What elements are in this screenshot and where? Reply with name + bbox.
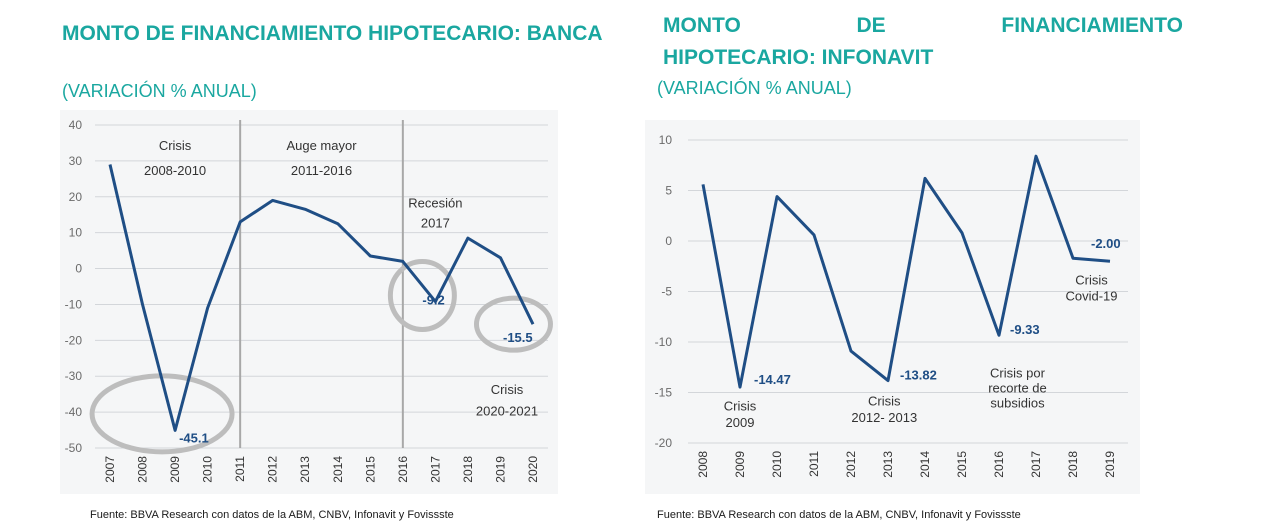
annotation-text: 2008-2010 — [144, 163, 206, 178]
data-label: -45.1 — [179, 430, 209, 445]
y-tick-label: 40 — [69, 118, 83, 132]
data-label: -2.00 — [1091, 236, 1121, 251]
x-tick-label: 2020 — [526, 456, 540, 483]
annotation-text: 2012- 2013 — [851, 410, 917, 425]
left-chart-source: Fuente: BBVA Research con datos de la AB… — [90, 509, 454, 521]
x-tick-label: 2018 — [461, 456, 475, 483]
y-tick-label: -10 — [655, 335, 673, 349]
annotation-text: 2011-2016 — [291, 163, 352, 178]
data-label: -13.82 — [900, 368, 937, 383]
right-chart-subtitle: (VARIACIÓN % ANUAL) — [657, 78, 852, 98]
y-tick-label: 20 — [69, 190, 83, 204]
annotation-text: 2009 — [726, 415, 755, 430]
left-chart-title: MONTO DE FINANCIAMIENTO HIPOTECARIO: BAN… — [62, 22, 603, 45]
data-label: -15.5 — [503, 330, 533, 345]
y-tick-label: 10 — [659, 133, 673, 147]
x-tick-label: 2008 — [136, 456, 150, 483]
highlight-circle — [387, 258, 457, 332]
annotation-text: Crisis — [868, 394, 901, 409]
y-tick-label: 30 — [69, 154, 83, 168]
x-tick-label: 2012 — [844, 451, 858, 478]
y-tick-label: 0 — [75, 262, 82, 276]
right-title-word: FINANCIAMIENTO — [1001, 14, 1183, 37]
y-tick-label: -50 — [65, 441, 83, 455]
annotation-text: 2020-2021 — [476, 404, 538, 419]
y-tick-label: -10 — [65, 297, 83, 311]
x-tick-label: 2019 — [1103, 451, 1117, 478]
x-tick-label: 2016 — [396, 456, 410, 483]
annotation-text: Crisis — [1075, 272, 1108, 287]
data-label: -9.2 — [422, 293, 444, 308]
y-tick-label: 0 — [665, 234, 672, 248]
data-label: -14.47 — [754, 372, 791, 387]
x-tick-label: 2019 — [493, 456, 507, 483]
x-tick-label: 2011 — [233, 456, 247, 482]
annotation-text: Crisis — [491, 382, 524, 397]
y-tick-label: -30 — [65, 369, 83, 383]
x-tick-label: 2018 — [1066, 451, 1080, 478]
annotation-text: Recesión — [408, 196, 462, 211]
right-chart-source: Fuente: BBVA Research con datos de la AB… — [657, 509, 1021, 521]
annotation-text: Crisis — [159, 138, 192, 153]
x-tick-label: 2010 — [770, 451, 784, 478]
right-title-word: MONTO — [663, 14, 741, 37]
annotation-text: subsidios — [990, 396, 1045, 411]
highlight-circle — [473, 295, 553, 353]
right-chart-panel — [645, 120, 1140, 494]
x-tick-label: 2013 — [298, 456, 312, 483]
x-tick-label: 2007 — [103, 456, 117, 483]
annotation-text: 2017 — [421, 215, 450, 230]
y-tick-label: -20 — [655, 436, 673, 450]
annotation-text: Covid-19 — [1065, 289, 1117, 304]
series-line — [701, 154, 1111, 389]
x-tick-label: 2017 — [1029, 451, 1043, 478]
x-tick-label: 2008 — [696, 451, 710, 478]
x-tick-label: 2017 — [428, 456, 442, 483]
annotation-text: Crisis por — [990, 365, 1046, 380]
right-chart-title-line1: MONTO DE FINANCIAMIENTO — [663, 12, 1183, 39]
data-label: -9.33 — [1010, 322, 1040, 337]
annotation-text: Crisis — [724, 399, 757, 414]
y-tick-label: -15 — [655, 386, 673, 400]
x-tick-label: 2014 — [918, 451, 932, 478]
annotation-text: Auge mayor — [286, 138, 357, 153]
x-tick-label: 2015 — [955, 451, 969, 478]
x-tick-label: 2016 — [992, 451, 1006, 478]
y-tick-label: -40 — [65, 405, 83, 419]
y-tick-label: 10 — [69, 226, 83, 240]
x-tick-label: 2014 — [331, 456, 345, 483]
right-title-word: DE — [856, 14, 886, 37]
y-tick-label: -20 — [65, 333, 83, 347]
x-tick-label: 2010 — [201, 456, 215, 483]
annotation-text: recorte de — [988, 381, 1047, 396]
x-tick-label: 2009 — [168, 456, 182, 483]
x-tick-label: 2015 — [363, 456, 377, 483]
series-line — [108, 164, 535, 432]
x-tick-label: 2013 — [881, 451, 895, 478]
y-tick-label: 5 — [665, 184, 672, 198]
x-tick-label: 2012 — [266, 456, 280, 483]
x-tick-label: 2011 — [807, 451, 821, 477]
x-tick-label: 2009 — [733, 451, 747, 478]
y-tick-label: -5 — [661, 285, 672, 299]
right-chart-title-line2: HIPOTECARIO: INFONAVIT — [663, 46, 934, 69]
left-chart-subtitle: (VARIACIÓN % ANUAL) — [62, 81, 257, 101]
